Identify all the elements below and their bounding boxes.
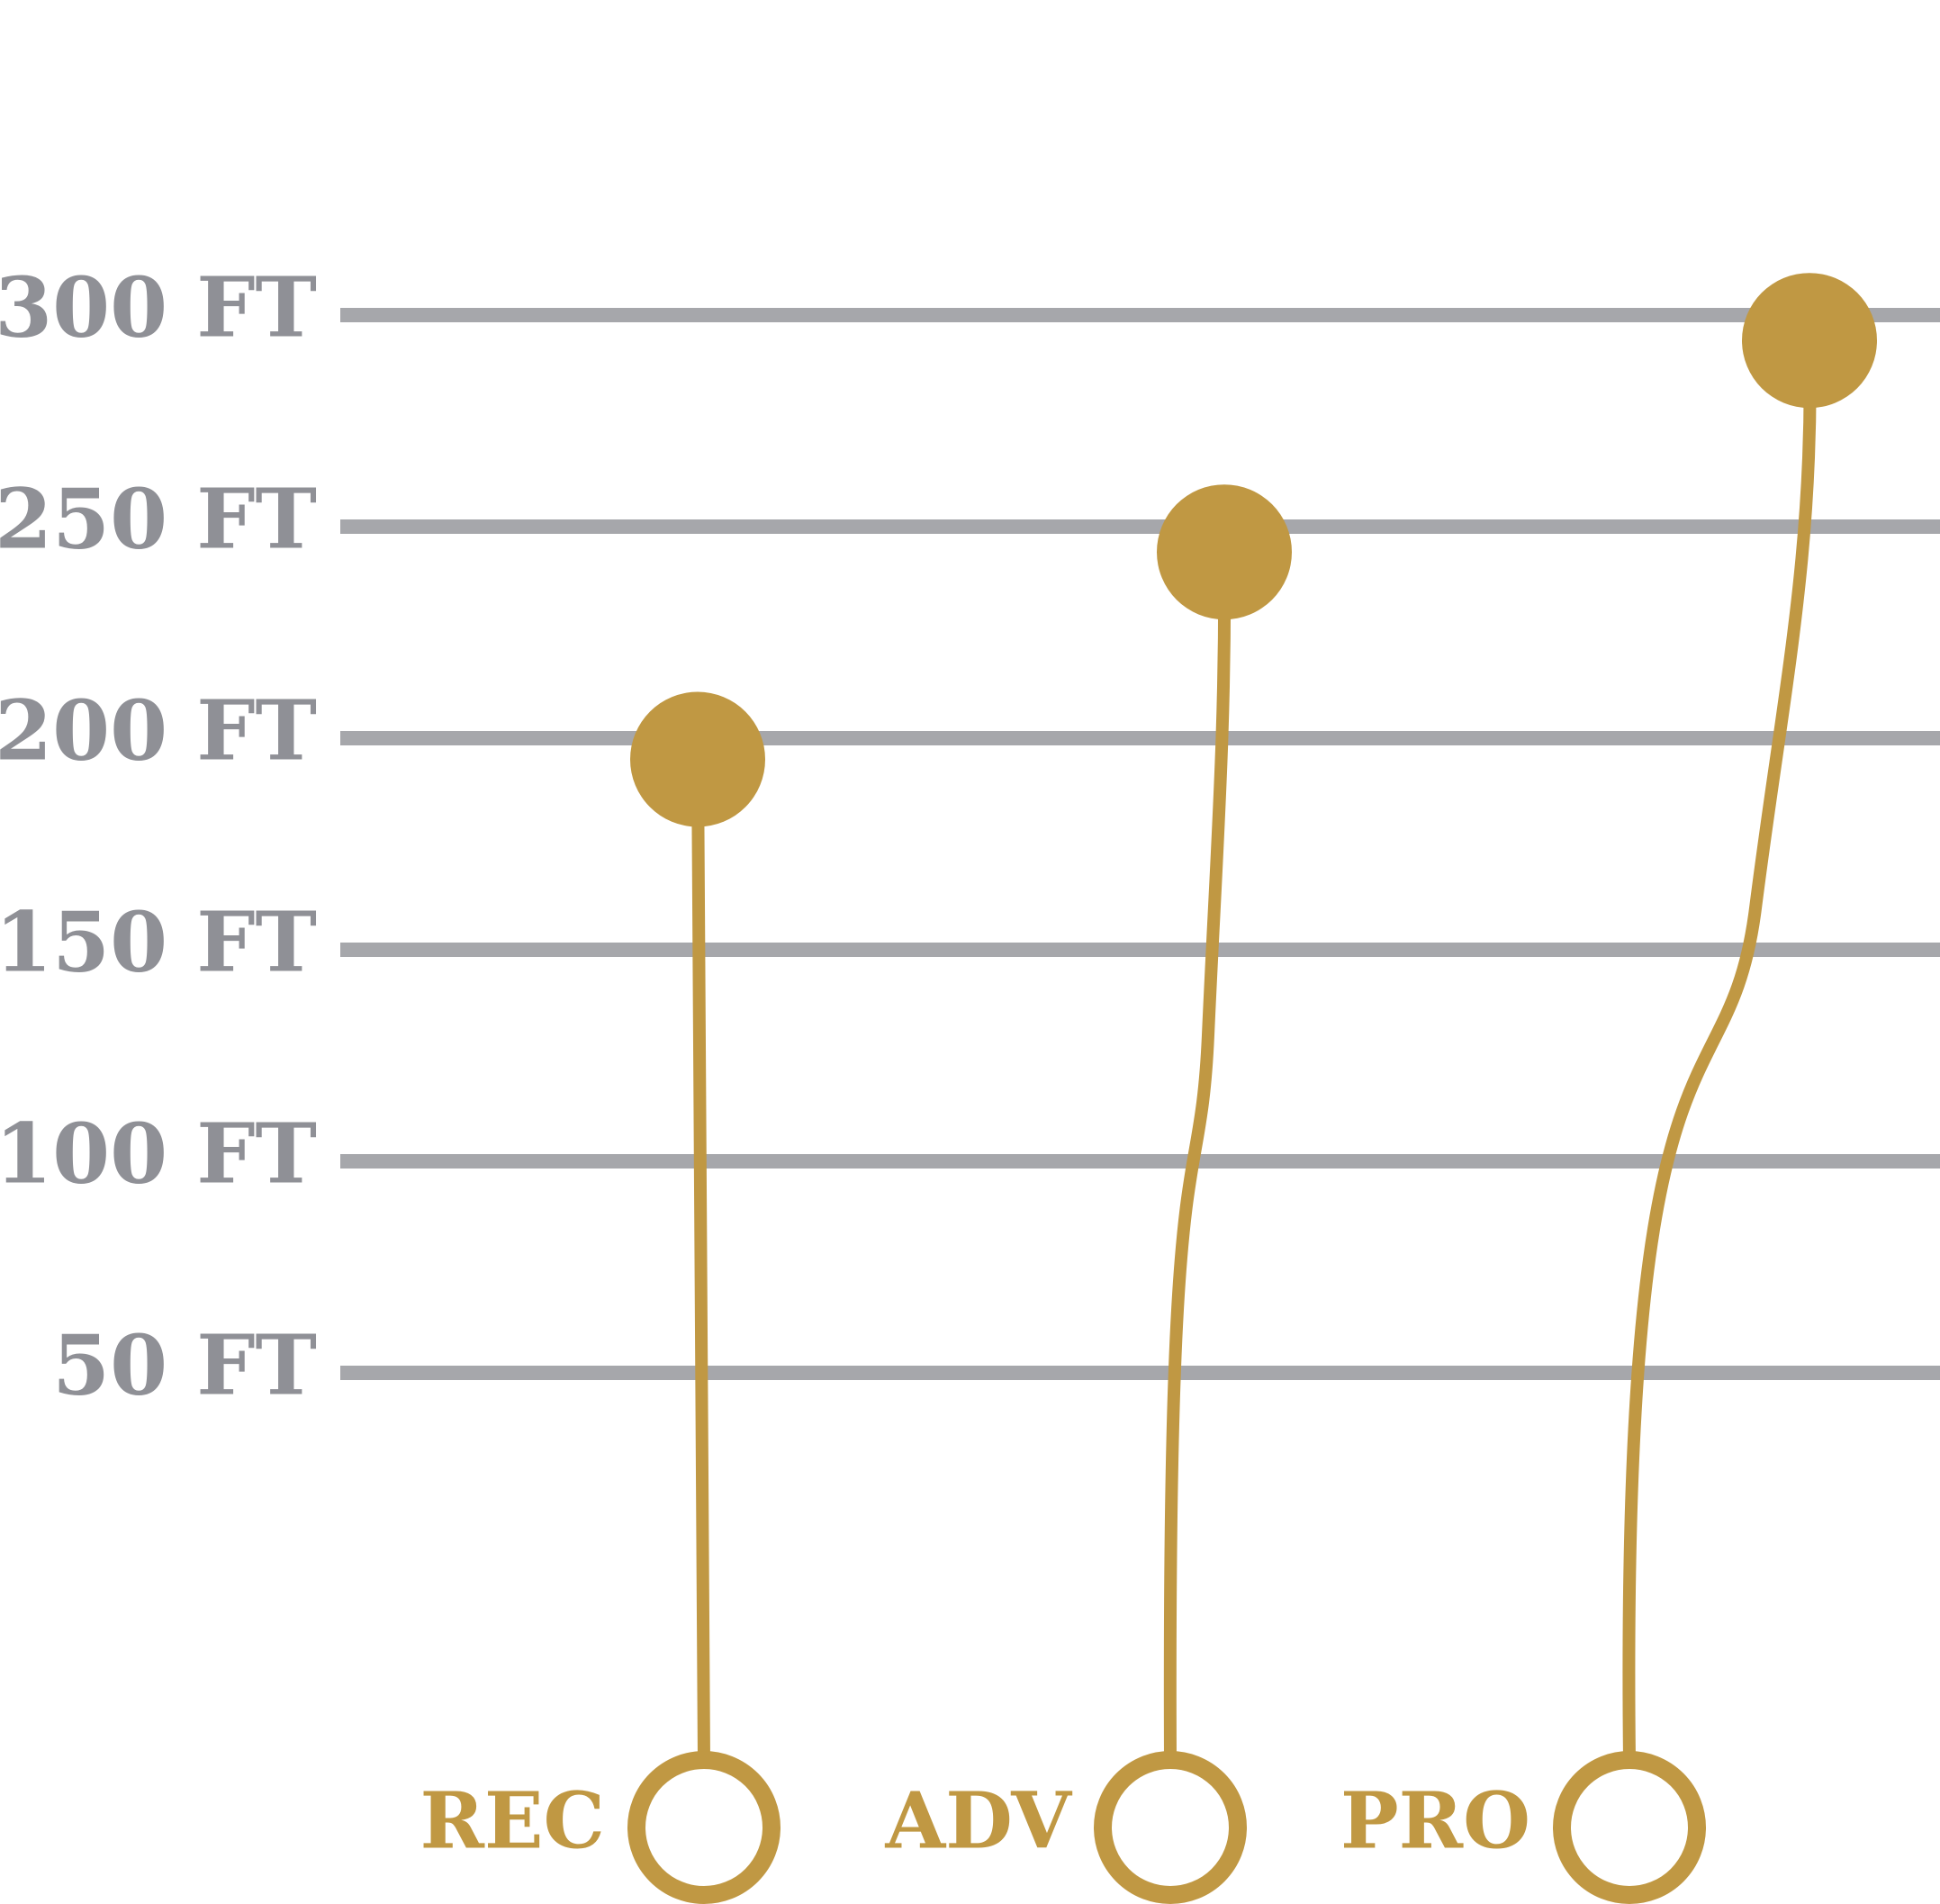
- depth-markers: [627, 273, 1877, 1904]
- y-tick-label-150: 150 FT: [0, 894, 317, 991]
- y-tick-label-100: 100 FT: [0, 1105, 317, 1203]
- category-label-pro: PRO: [1340, 1776, 1530, 1867]
- y-tick-labels: 300 FT 250 FT 200 FT 150 FT 100 FT 50 FT: [0, 259, 317, 1414]
- y-tick-label-250: 250 FT: [0, 471, 317, 568]
- y-tick-label-200: 200 FT: [0, 682, 317, 780]
- stem-pro: [1622, 334, 1817, 1766]
- category-label-rec: REC: [420, 1776, 605, 1867]
- base-ring-pro: [1553, 1751, 1706, 1904]
- y-tick-label-50: 50 FT: [52, 1317, 317, 1414]
- depth-marker-adv: [1157, 484, 1292, 620]
- gridlines: [340, 308, 1940, 1380]
- category-labels: REC ADV PRO: [420, 1776, 1530, 1867]
- category-label-adv: ADV: [884, 1776, 1072, 1867]
- stem-rec: [691, 753, 710, 1766]
- depth-marker-pro: [1742, 273, 1877, 409]
- depth-marker-rec: [630, 691, 765, 827]
- y-tick-label-300: 300 FT: [0, 259, 317, 356]
- base-ring-adv: [1094, 1751, 1247, 1904]
- base-ring-rec: [627, 1751, 781, 1904]
- stem-adv: [1163, 546, 1232, 1766]
